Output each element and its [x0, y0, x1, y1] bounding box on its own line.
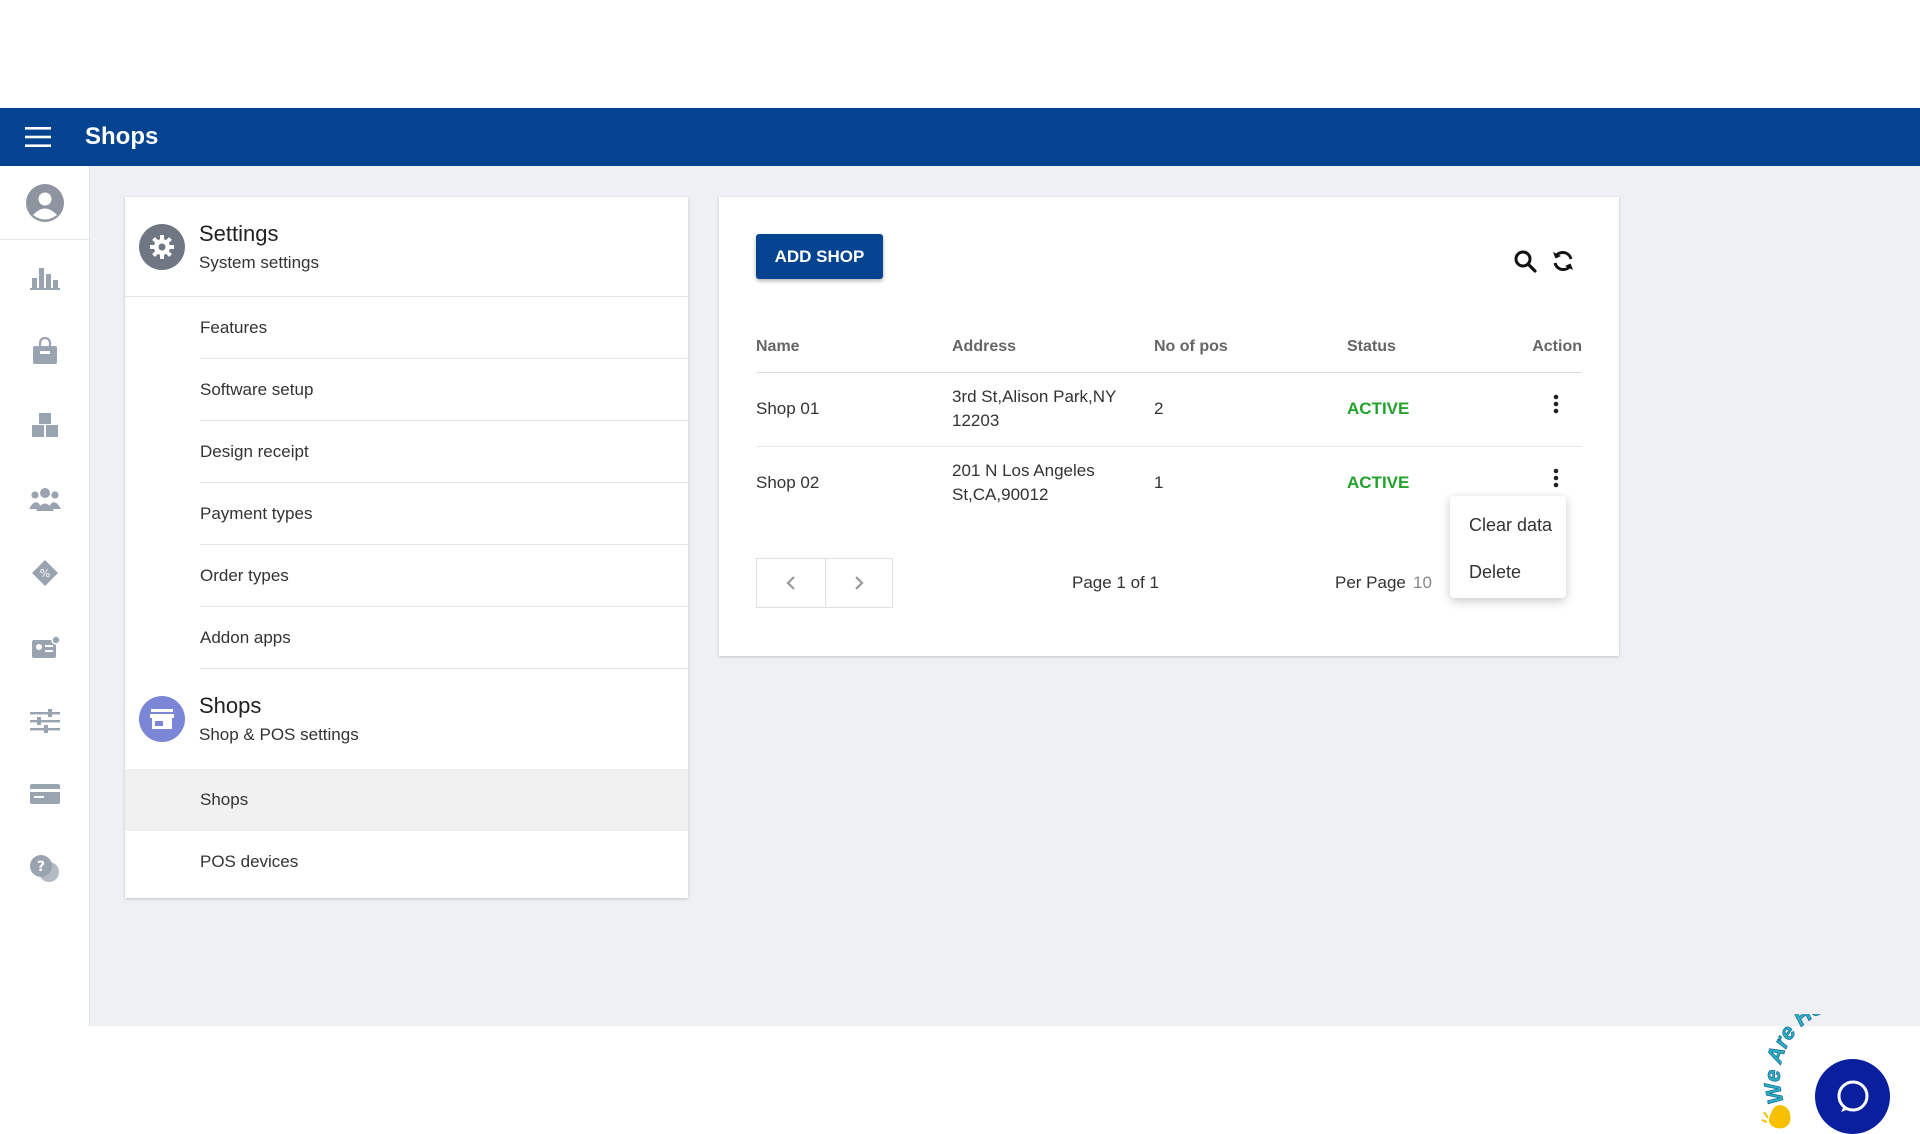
pagination-controls	[756, 558, 893, 608]
shops-table: Name Address No of pos Status Action Sho…	[756, 322, 1582, 520]
address-line: 201 N Los Angeles	[952, 461, 1095, 481]
settings-avatar	[139, 223, 185, 270]
row-action-menu: Clear data Delete	[1450, 496, 1566, 598]
shop-action-cell	[1472, 446, 1582, 520]
rail-inventory-button[interactable]	[0, 388, 90, 462]
refresh-icon	[1553, 250, 1573, 272]
menu-item-clear-data[interactable]: Clear data	[1469, 515, 1553, 535]
nav-item-pos-devices[interactable]: POS devices	[200, 852, 299, 871]
shop-address-cell: 3rd St,Alison Park,NY 12203	[952, 372, 1154, 447]
system-settings-header: Settings System settings	[125, 197, 688, 297]
rail-profile-button[interactable]	[0, 166, 90, 240]
status-badge: ACTIVE	[1347, 372, 1472, 447]
per-page-label: Per Page	[1335, 573, 1406, 592]
shop-pos-count-cell: 1	[1154, 473, 1164, 493]
shop-name-cell: Shop 01	[756, 372, 952, 447]
per-page-select[interactable]: 10	[1413, 573, 1432, 592]
menu-item-delete[interactable]: Delete	[1469, 562, 1522, 582]
shop-address-cell: 201 N Los Angeles St,CA,90012	[952, 446, 1154, 520]
nav-item-addon-apps[interactable]: Addon apps	[200, 607, 688, 669]
nav-item-software-setup[interactable]: Software setup	[200, 359, 688, 421]
profile-icon	[26, 183, 64, 222]
inventory-icon	[32, 413, 58, 437]
hamburger-icon	[25, 127, 51, 147]
shops-settings-header: Shops Shop & POS settings	[125, 669, 688, 769]
column-header-action: Action	[1472, 322, 1582, 373]
rail-help-button[interactable]: ?	[0, 832, 90, 906]
table-row: Shop 02 201 N Los Angeles St,CA,90012 1 A…	[756, 446, 1582, 520]
status-badge: ACTIVE	[1347, 473, 1410, 493]
next-page-button[interactable]	[824, 559, 893, 607]
table-row: Shop 01 3rd St,Alison Park,NY 12203 2 ACT…	[756, 372, 1582, 447]
previous-page-button[interactable]	[757, 559, 825, 607]
row-actions-button[interactable]	[1544, 388, 1568, 420]
refresh-button[interactable]	[1549, 247, 1577, 275]
row-actions-button[interactable]	[1544, 462, 1568, 494]
side-rail: % ?	[0, 166, 90, 1026]
rail-billing-button[interactable]	[0, 758, 90, 832]
rail-discounts-button[interactable]: %	[0, 536, 90, 610]
shop-action-cell	[1472, 372, 1582, 447]
search-button[interactable]	[1511, 247, 1539, 275]
add-shop-button[interactable]: ADD SHOP	[756, 234, 883, 279]
shops-panel: ADD SHOP Name Address No of pos Status A…	[719, 197, 1619, 656]
settings-sliders-icon	[30, 709, 60, 733]
chevron-left-icon	[786, 576, 795, 590]
svg-text:%: %	[40, 567, 50, 580]
nav-item-order-types[interactable]: Order types	[200, 545, 688, 607]
items-icon	[33, 336, 57, 364]
column-header-name: Name	[756, 322, 952, 373]
shops-group-title: Shops	[199, 693, 262, 718]
hamburger-menu-button[interactable]	[19, 118, 57, 156]
nav-item-design-receipt[interactable]: Design receipt	[200, 421, 688, 483]
store-icon	[150, 709, 174, 729]
nav-item-features[interactable]: Features	[200, 297, 688, 359]
waving-hand-icon	[1761, 1105, 1791, 1129]
rail-items-button[interactable]	[0, 314, 90, 388]
svg-text:?: ?	[37, 859, 45, 875]
column-header-pos: No of pos	[1154, 322, 1347, 373]
chat-button[interactable]	[1815, 1059, 1890, 1134]
page-info: Page 1 of 1	[1072, 573, 1159, 592]
discounts-icon: %	[32, 560, 58, 586]
shop-name-cell: Shop 02	[756, 473, 820, 493]
rail-reports-button[interactable]	[0, 240, 90, 314]
employees-icon	[32, 635, 60, 658]
shops-avatar	[139, 696, 185, 742]
app: Shops % ?	[0, 108, 1920, 1134]
address-line: 3rd St,Alison Park,NY	[952, 387, 1117, 406]
settings-group-title: Settings	[199, 220, 279, 246]
help-icon: ?	[30, 855, 59, 882]
shops-group-subtitle: Shop & POS settings	[199, 725, 359, 744]
page-title: Shops	[85, 123, 159, 150]
search-icon	[1514, 250, 1537, 273]
more-vertical-icon	[1553, 468, 1559, 488]
settings-menu-card: Settings System settings Features Softwa…	[125, 197, 688, 898]
reports-icon	[30, 268, 60, 290]
rail-employees-button[interactable]	[0, 610, 90, 684]
billing-icon	[30, 784, 60, 804]
top-app-bar: Shops	[0, 108, 1920, 166]
nav-item-payment-types[interactable]: Payment types	[200, 483, 688, 545]
column-header-address: Address	[952, 322, 1154, 373]
chat-widget: We Are Here!	[1760, 1014, 1920, 1134]
more-vertical-icon	[1553, 394, 1559, 414]
address-line: 12203	[952, 411, 1000, 430]
chat-bubble-icon	[1837, 1080, 1868, 1112]
column-header-status: Status	[1347, 322, 1472, 373]
shop-pos-count-cell: 2	[1154, 372, 1347, 447]
gear-icon	[150, 234, 174, 259]
address-line: St,CA,90012	[952, 485, 1049, 505]
rail-settings-button[interactable]	[0, 684, 90, 758]
nav-item-shops[interactable]: Shops	[125, 769, 688, 831]
table-header-row: Name Address No of pos Status Action	[756, 322, 1582, 373]
chevron-right-icon	[854, 576, 864, 590]
settings-group-subtitle: System settings	[199, 252, 319, 272]
customers-icon	[29, 488, 61, 511]
rail-customers-button[interactable]	[0, 462, 90, 536]
